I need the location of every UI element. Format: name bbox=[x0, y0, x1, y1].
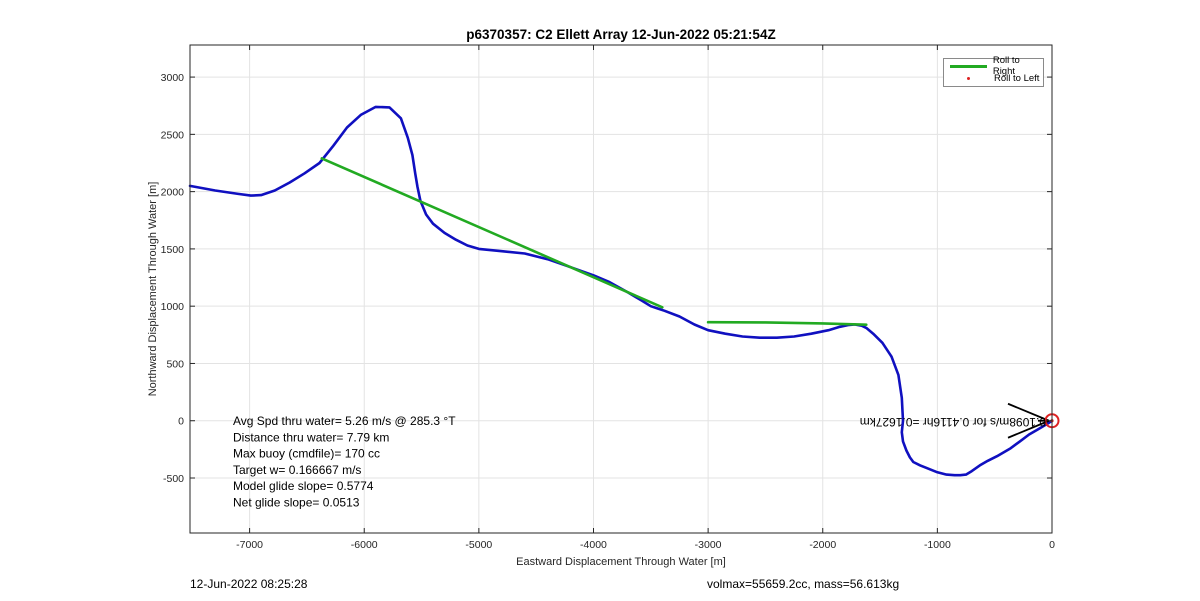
y-tick-label: 1500 bbox=[161, 244, 185, 256]
x-tick-label: -5000 bbox=[465, 539, 492, 551]
x-tick-label: -6000 bbox=[351, 539, 378, 551]
legend-item-roll-to-left: Roll to Left bbox=[944, 72, 1039, 84]
y-axis-label: Northward Displacement Through Water [m] bbox=[147, 182, 159, 397]
roll-to-right-segment bbox=[706, 320, 868, 326]
chart-grid bbox=[190, 45, 1053, 533]
arrow-head-upper bbox=[1007, 402, 1050, 422]
x-tick-label: -7000 bbox=[236, 539, 263, 551]
x-tick-label: -1000 bbox=[924, 539, 951, 551]
legend-swatch-roll-to-right bbox=[950, 64, 987, 68]
footer-volmass: volmax=55659.2cc, mass=56.613kg bbox=[707, 577, 900, 591]
current-annotation-mirrored: 0.1098m/s for 0.4116hr =0.1627km bbox=[860, 415, 1046, 429]
stat-line: Avg Spd thru water= 5.26 m/s @ 285.3 °T bbox=[233, 414, 456, 428]
series-track-line bbox=[188, 105, 1054, 477]
chart-title: p6370357: C2 Ellett Array 12-Jun-2022 05… bbox=[466, 27, 775, 42]
x-axis-ticks: -7000 -6000 -5000 -4000 -3000 -2000 -1000 0 bbox=[236, 45, 1055, 551]
legend: Roll to Right Roll to Left bbox=[943, 55, 1044, 87]
y-tick-label: 3000 bbox=[161, 72, 185, 84]
y-tick-label: -500 bbox=[163, 473, 184, 485]
legend-swatch-roll-to-left bbox=[967, 76, 970, 80]
legend-item-roll-to-right: Roll to Right bbox=[944, 55, 1043, 77]
stat-line: Model glide slope= 0.5774 bbox=[233, 479, 374, 493]
y-tick-label: 500 bbox=[166, 358, 184, 370]
y-tick-label: 2000 bbox=[161, 187, 185, 199]
stats-block: Avg Spd thru water= 5.26 m/s @ 285.3 °T D… bbox=[233, 414, 456, 510]
y-tick-label: 1000 bbox=[161, 301, 185, 313]
y-tick-label: 0 bbox=[178, 416, 184, 428]
x-tick-label: -2000 bbox=[809, 539, 836, 551]
footer-timestamp: 12-Jun-2022 08:25:28 bbox=[190, 577, 308, 591]
stat-line: Net glide slope= 0.0513 bbox=[233, 496, 360, 510]
series-track bbox=[188, 105, 1054, 477]
series-roll-to-right bbox=[320, 157, 868, 326]
x-tick-label: -3000 bbox=[695, 539, 722, 551]
axes-box bbox=[189, 44, 1053, 534]
stat-line: Distance thru water= 7.79 km bbox=[233, 430, 389, 444]
y-tick-label: 2500 bbox=[161, 129, 185, 141]
y-axis-ticks: -500 0 500 1000 1500 2000 2500 3000 bbox=[161, 72, 1052, 485]
legend-label-roll-to-right: Roll to Right bbox=[992, 55, 1020, 77]
roll-to-right-segment bbox=[320, 157, 664, 309]
x-tick-label: -4000 bbox=[580, 539, 607, 551]
stat-line: Target w= 0.166667 m/s bbox=[233, 463, 361, 477]
arrow-head-lower bbox=[1007, 419, 1050, 439]
x-tick-label: 0 bbox=[1049, 539, 1055, 551]
x-axis-label: Eastward Displacement Through Water [m] bbox=[516, 556, 726, 568]
stat-line: Max buoy (cmdfile)= 170 cc bbox=[233, 447, 380, 461]
legend-label-roll-to-left: Roll to Left bbox=[994, 72, 1040, 84]
